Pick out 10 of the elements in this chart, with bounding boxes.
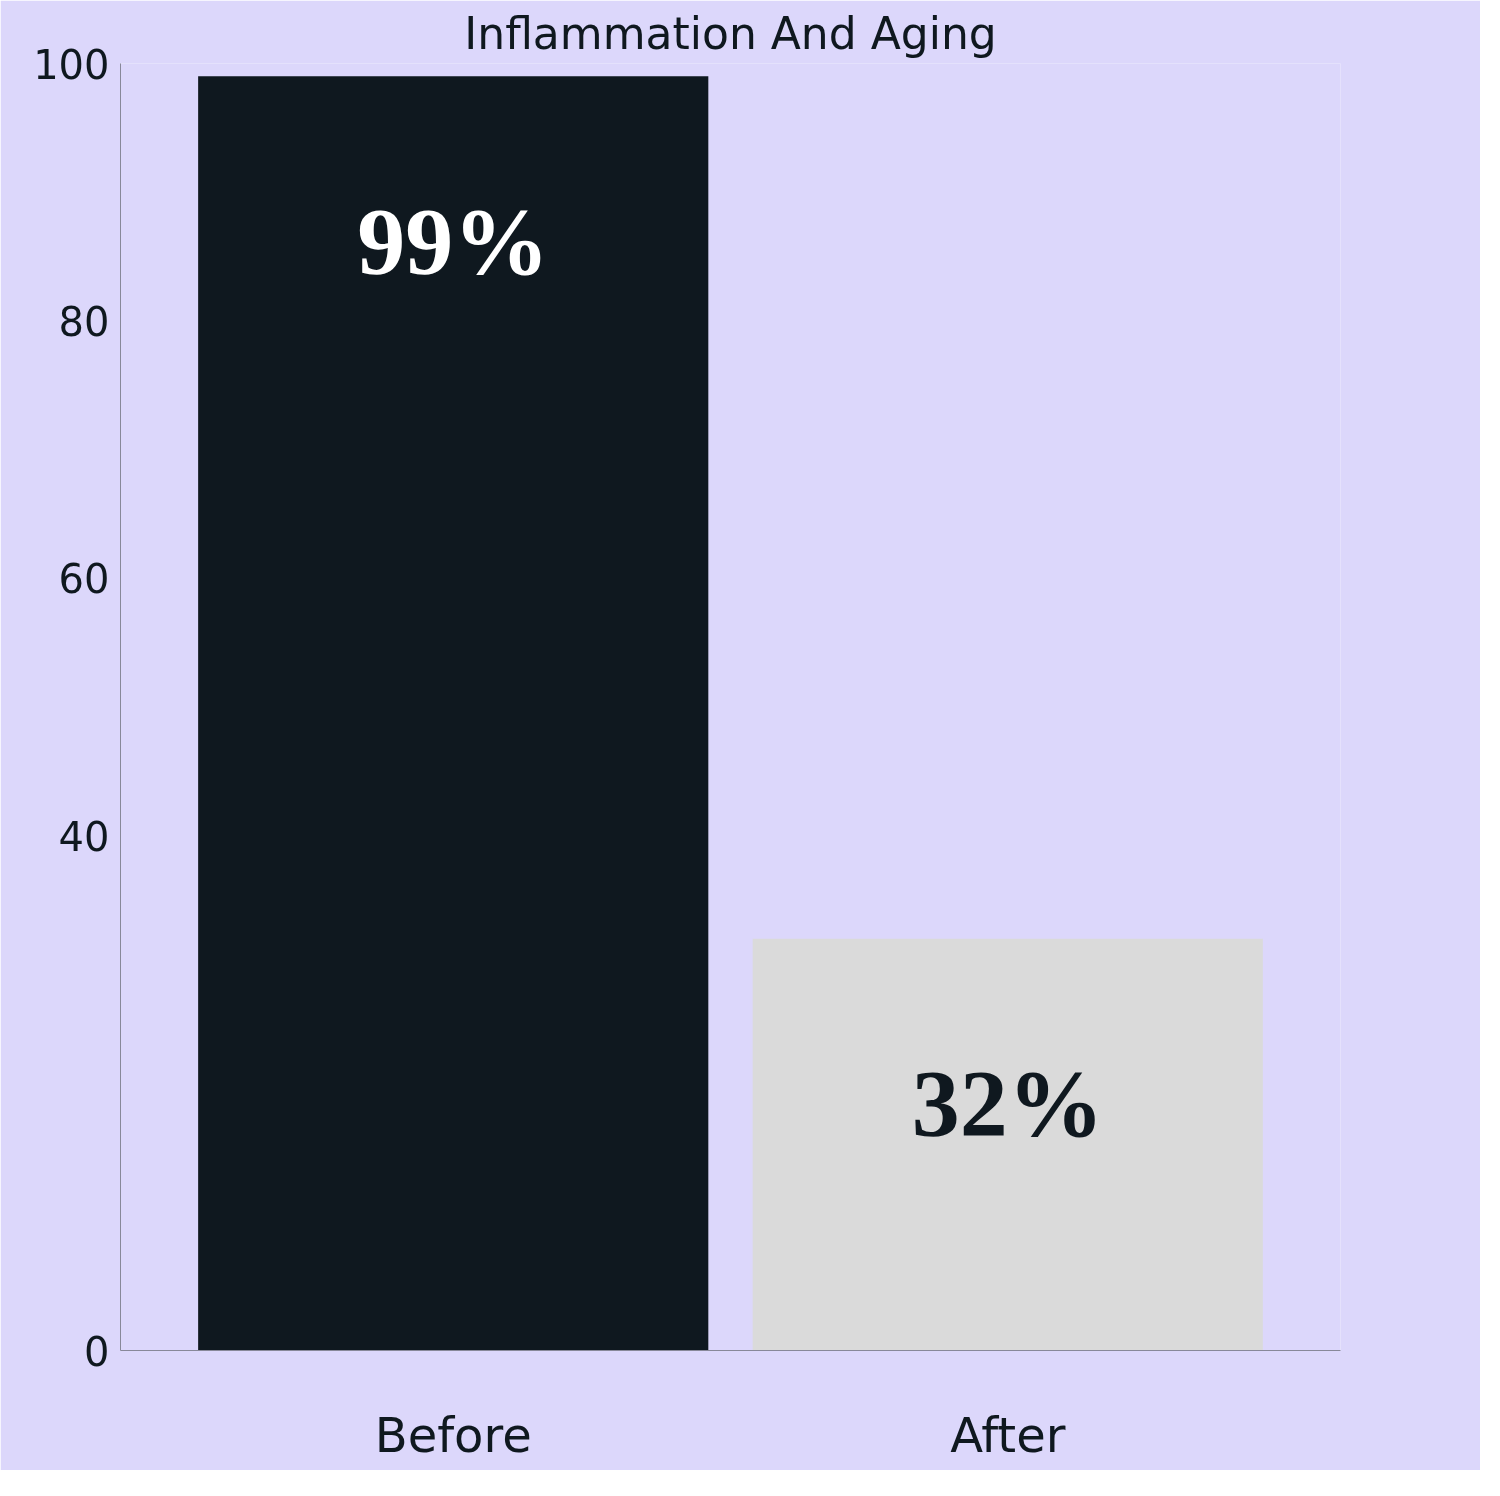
y-tick-label: 80 xyxy=(58,298,110,345)
y-tick-label: 0 xyxy=(84,1328,110,1375)
x-tick-label: After xyxy=(950,1406,1066,1463)
x-tick-label: Before xyxy=(374,1406,532,1463)
chart-title: Inflammation And Aging xyxy=(464,7,997,59)
y-tick-label: 100 xyxy=(33,41,110,88)
data-label: 32% xyxy=(911,1050,1104,1158)
data-label: 99% xyxy=(357,188,550,296)
y-tick-label: 60 xyxy=(58,556,110,603)
y-tick-label: 40 xyxy=(58,813,110,860)
